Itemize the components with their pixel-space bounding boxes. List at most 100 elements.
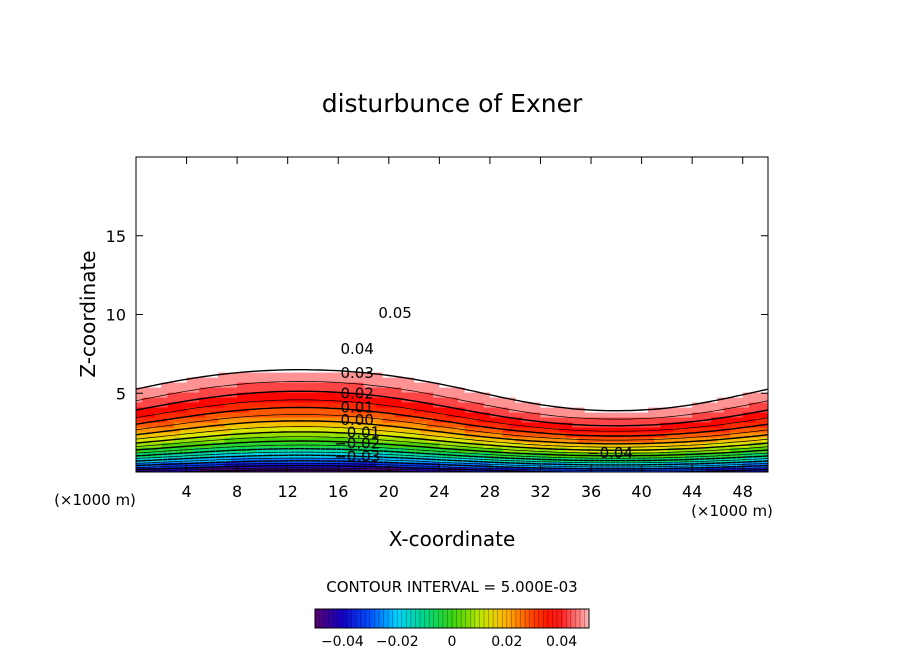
field-cell: [294, 352, 301, 358]
field-cell: [344, 412, 352, 418]
field-cell: [205, 357, 213, 363]
field-cell: [452, 382, 459, 388]
field-cell: [192, 417, 200, 423]
field-cell: [508, 302, 516, 308]
field-cell: [287, 267, 295, 273]
field-cell: [439, 387, 447, 393]
field-cell: [527, 377, 535, 383]
field-cell: [154, 187, 162, 193]
field-cell: [521, 377, 529, 383]
field-cell: [192, 462, 200, 468]
field-cell: [407, 387, 415, 393]
field-cell: [211, 327, 219, 333]
field-cell: [154, 377, 162, 383]
field-cell: [578, 217, 586, 223]
field-cell: [256, 232, 263, 238]
field-cell: [445, 187, 453, 193]
field-cell: [388, 377, 396, 383]
field-cell: [338, 372, 346, 378]
field-cell: [161, 272, 169, 278]
field-cell: [597, 422, 605, 428]
field-cell: [161, 217, 169, 223]
field-cell: [205, 222, 213, 228]
field-cell: [300, 182, 308, 188]
field-cell: [218, 392, 226, 398]
field-cell: [136, 402, 143, 408]
field-cell: [205, 292, 213, 298]
field-cell: [281, 362, 289, 368]
field-cell: [553, 222, 561, 228]
field-cell: [262, 182, 270, 188]
field-cell: [312, 387, 320, 393]
field-cell: [565, 187, 573, 193]
field-cell: [262, 302, 270, 308]
field-cell: [572, 337, 579, 343]
field-cell: [142, 247, 150, 253]
field-cell: [180, 462, 188, 468]
chart-title: disturbunce of Exner: [322, 89, 583, 118]
field-cell: [395, 437, 403, 443]
field-cell: [521, 172, 529, 178]
field-cell: [584, 257, 592, 263]
field-cell: [578, 322, 586, 328]
field-cell: [433, 192, 440, 198]
field-cell: [534, 162, 542, 168]
field-cell: [350, 327, 358, 333]
field-cell: [173, 307, 181, 313]
field-cell: [483, 422, 491, 428]
field-cell: [477, 277, 485, 283]
field-cell: [572, 317, 579, 323]
field-cell: [167, 252, 175, 258]
field-cell: [211, 182, 219, 188]
field-cell: [584, 387, 592, 393]
field-cell: [142, 262, 150, 268]
field-cell: [325, 222, 333, 228]
field-cell: [161, 467, 169, 472]
field-cell: [192, 407, 200, 413]
field-cell: [136, 442, 143, 448]
field-cell: [401, 297, 409, 303]
field-cell: [350, 332, 358, 338]
field-cell: [540, 272, 548, 278]
field-cell: [249, 342, 257, 348]
field-cell: [565, 407, 573, 413]
field-cell: [439, 447, 447, 453]
field-cell: [628, 342, 636, 348]
field-cell: [243, 437, 251, 443]
field-cell: [395, 307, 403, 313]
field-cell: [369, 307, 377, 313]
field-cell: [616, 377, 624, 383]
field-cell: [224, 327, 232, 333]
field-cell: [142, 157, 150, 163]
field-cell: [584, 347, 592, 353]
field-cell: [376, 442, 384, 448]
field-cell: [376, 247, 384, 253]
field-cell: [603, 407, 611, 413]
field-cell: [534, 372, 542, 378]
field-cell: [572, 267, 579, 273]
field-cell: [464, 227, 472, 233]
field-cell: [414, 217, 421, 223]
field-cell: [407, 197, 415, 203]
field-cell: [287, 217, 295, 223]
field-cell: [268, 232, 276, 238]
field-cell: [167, 172, 175, 178]
field-cell: [540, 442, 548, 448]
field-cell: [464, 287, 472, 293]
field-cell: [439, 217, 447, 223]
field-cell: [515, 427, 523, 433]
field-cell: [597, 302, 605, 308]
field-cell: [483, 437, 491, 443]
field-cell: [268, 242, 276, 248]
field-cell: [496, 252, 504, 258]
field-cell: [237, 347, 245, 353]
field-cell: [433, 382, 440, 388]
field-cell: [211, 352, 219, 358]
field-cell: [559, 387, 567, 393]
field-cell: [616, 277, 624, 283]
field-cell: [496, 372, 504, 378]
field-cell: [452, 277, 459, 283]
field-cell: [363, 177, 371, 183]
field-cell: [338, 222, 346, 228]
field-cell: [521, 387, 529, 393]
